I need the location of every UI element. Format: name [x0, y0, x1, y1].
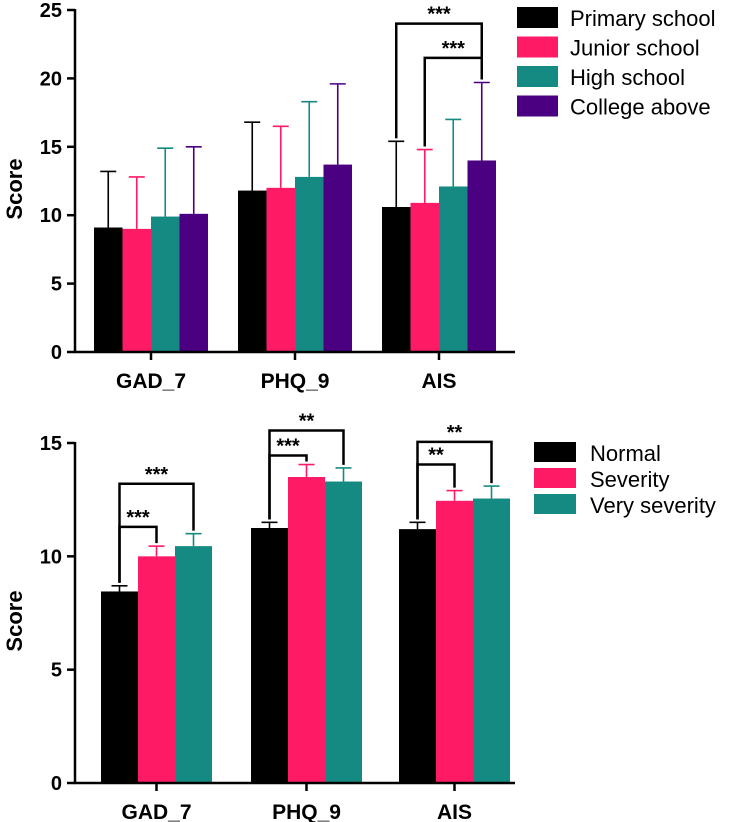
- error-bar: [148, 545, 165, 557]
- error-bar: [128, 176, 145, 229]
- x-tick-label-gad_7: GAD_7: [116, 370, 186, 393]
- error-bar: [409, 521, 426, 530]
- significance-bracket: ***: [395, 4, 483, 139]
- x-tick-label-ais: AIS: [421, 370, 456, 393]
- error-bar: [185, 532, 202, 547]
- error-bar: [446, 489, 463, 501]
- y-tick-label: 20: [40, 68, 62, 90]
- bar-gad_7-1: [138, 556, 175, 783]
- error-bar: [483, 485, 500, 499]
- error-bar: [261, 521, 278, 528]
- bar-gad_7-2: [175, 546, 212, 783]
- bar-phq_9-1: [288, 477, 325, 783]
- significance-label: ***: [276, 435, 300, 457]
- y-axis-title: Score: [2, 590, 27, 651]
- error-bar: [185, 146, 202, 214]
- error-bar: [445, 118, 462, 187]
- y-tick-label: 0: [51, 342, 62, 364]
- significance-label: **: [447, 422, 463, 444]
- legend-label: High school: [570, 65, 685, 90]
- x-tick-label-phq_9: PHQ_9: [272, 801, 341, 822]
- significance-label: ***: [442, 38, 466, 60]
- error-bar: [244, 121, 261, 191]
- error-bar: [100, 170, 117, 228]
- bar-phq_9-2: [295, 176, 324, 352]
- error-bar: [157, 147, 174, 217]
- error-bar: [416, 148, 433, 203]
- legend-swatch: [534, 442, 576, 462]
- error-bar: [329, 83, 346, 165]
- significance-label: ***: [427, 4, 451, 26]
- legend-swatch: [534, 468, 576, 488]
- y-tick-label: 5: [51, 274, 62, 296]
- bar-ais-3: [467, 160, 496, 352]
- significance-label: ***: [145, 464, 169, 486]
- bar-gad_7-1: [122, 228, 151, 352]
- y-tick-label: 15: [40, 433, 62, 455]
- significance-label: **: [428, 445, 444, 467]
- y-tick-label: 10: [40, 205, 62, 227]
- y-tick-label: 10: [40, 546, 62, 568]
- bar-phq_9-2: [325, 481, 362, 783]
- bar-phq_9-3: [323, 164, 352, 352]
- bar-gad_7-3: [179, 213, 208, 352]
- bar-ais-0: [399, 529, 436, 783]
- bar-ais-2: [473, 498, 510, 783]
- y-tick-label: 15: [40, 137, 62, 159]
- significance-label: **: [299, 411, 315, 433]
- x-tick-label-gad_7: GAD_7: [121, 801, 191, 822]
- legend: Primary school Junior school High school Co…: [517, 6, 715, 120]
- bar-phq_9-0: [238, 190, 267, 352]
- legend-label: Very severity: [590, 493, 716, 518]
- bar-phq_9-1: [266, 187, 295, 352]
- error-bar: [388, 140, 405, 207]
- y-tick-label: 5: [51, 660, 62, 682]
- legend-swatch: [517, 66, 558, 87]
- significance-bracket: **: [416, 422, 493, 520]
- bar-ais-1: [410, 202, 439, 352]
- legend-swatch: [534, 494, 576, 514]
- bar-gad_7-0: [101, 591, 138, 783]
- y-tick-label: 25: [40, 0, 62, 22]
- bar-ais-0: [382, 206, 411, 352]
- legend-label: Primary school: [570, 6, 715, 31]
- y-axis-title: Score: [2, 158, 27, 219]
- bar-ais-1: [436, 500, 473, 783]
- legend-label: Severity: [590, 467, 669, 492]
- x-tick-label-ais: AIS: [437, 801, 472, 822]
- error-bar: [298, 463, 315, 477]
- error-bar: [301, 100, 318, 177]
- error-bar: [272, 125, 289, 188]
- legend-swatch: [517, 7, 558, 28]
- error-bar: [473, 81, 490, 161]
- significance-bracket: ***: [118, 464, 195, 583]
- significance-label: ***: [126, 507, 150, 529]
- x-tick-label-phq_9: PHQ_9: [261, 370, 330, 393]
- legend-label: Normal: [590, 441, 661, 466]
- error-bar: [335, 467, 352, 482]
- bar-ais-2: [439, 186, 468, 352]
- error-bar: [111, 584, 128, 592]
- legend-label: College above: [570, 95, 711, 120]
- legend-label: Junior school: [570, 36, 700, 61]
- chart-education-level: 0 5 10 15 20 25 GAD_7 PHQ_9 AIS Score *** *** Primar…: [2, 0, 715, 393]
- bar-phq_9-0: [251, 528, 288, 783]
- legend-swatch: [517, 95, 558, 117]
- bar-gad_7-2: [151, 216, 180, 352]
- significance-bracket: ***: [423, 38, 483, 147]
- bar-gad_7-0: [94, 227, 123, 352]
- y-tick-label: 0: [51, 773, 62, 795]
- significance-bracket: **: [268, 411, 345, 520]
- legend-swatch: [517, 36, 558, 58]
